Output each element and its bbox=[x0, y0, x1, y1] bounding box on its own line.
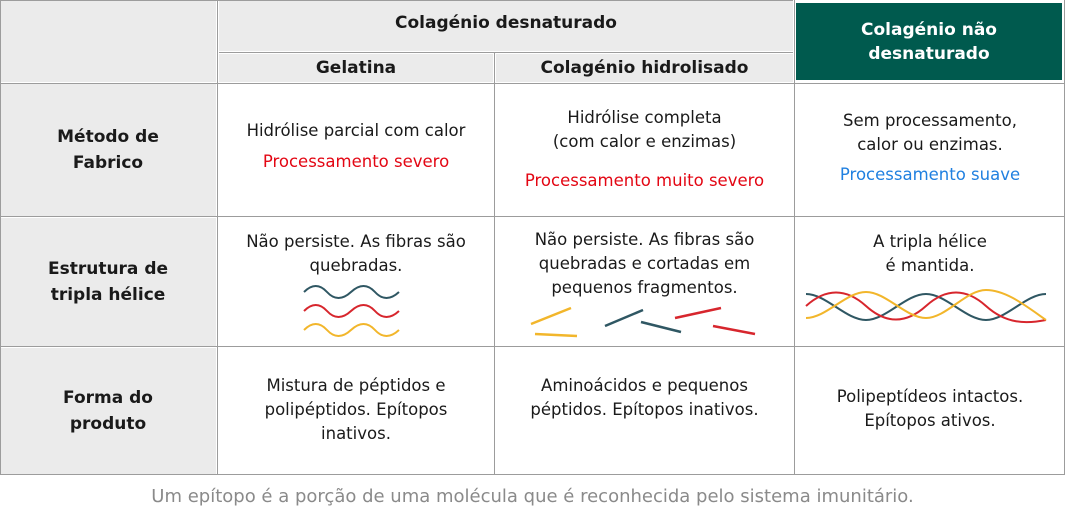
gelatina-forma-cell: Mistura de péptidos e polipéptidos. Epít… bbox=[219, 348, 493, 474]
row-label-metodo: Método de Fabrico bbox=[57, 127, 159, 173]
triple-helix-illustration bbox=[805, 288, 1047, 324]
grid-line bbox=[0, 83, 1065, 84]
gelatina-header-cell bbox=[219, 54, 493, 82]
grid-line bbox=[217, 0, 218, 475]
grid-line bbox=[0, 0, 793, 1]
grid-line bbox=[0, 216, 1065, 217]
hidrolisado-metodo-cell: Hidrólise completa (com calor e enzimas)… bbox=[496, 84, 793, 216]
nao-desnaturado-forma-text: Polipeptídeos intactos. Epítopos ativos. bbox=[836, 387, 1024, 430]
nao-desnaturado-estrutura-text: A tripla hélice é mantida. bbox=[873, 232, 987, 275]
grid-line bbox=[219, 52, 793, 53]
gelatina-header: Gelatina bbox=[315, 57, 397, 78]
hidrolisado-forma-cell: Aminoácidos e pequenos péptidos. Epítopo… bbox=[496, 348, 793, 474]
nao-desnaturado-metodo-text: Sem processamento, calor ou enzimas. bbox=[843, 111, 1017, 154]
broken-fibers-wave-illustration bbox=[303, 285, 400, 337]
gelatina-metodo-cell: Hidrólise parcial com calor Processament… bbox=[219, 84, 493, 216]
header-corner-cell bbox=[0, 0, 216, 82]
grid-line bbox=[0, 474, 1065, 475]
grid-line bbox=[794, 0, 795, 475]
nao-desnaturado-header: Colagénio não desnaturado bbox=[796, 3, 1062, 80]
hidrolisado-header-cell bbox=[496, 54, 793, 82]
hidrolisado-header: Colagénio hidrolisado bbox=[540, 57, 749, 78]
fragments-illustration bbox=[530, 306, 756, 338]
hidrolisado-estrutura-text: Não persiste. As fibras são quebradas e … bbox=[534, 230, 755, 297]
nao-desnaturado-processing-note: Processamento suave bbox=[839, 165, 1021, 184]
gelatina-processing-note: Processamento severo bbox=[262, 152, 450, 171]
gelatina-estrutura-text: Não persiste. As fibras são quebradas. bbox=[246, 232, 466, 275]
row-label-cell-1 bbox=[0, 84, 216, 216]
grid-line bbox=[0, 346, 1065, 347]
group-header: Colagénio desnaturado bbox=[394, 13, 617, 33]
row-label-cell-2 bbox=[0, 218, 216, 346]
nao-desnaturado-estrutura-cell: A tripla hélice é mantida. bbox=[796, 218, 1064, 346]
footnote: Um epítopo é a porção de uma molécula qu… bbox=[151, 486, 914, 507]
grid-line bbox=[494, 52, 495, 475]
hidrolisado-estrutura-cell: Não persiste. As fibras são quebradas e … bbox=[496, 218, 793, 346]
nao-desnaturado-forma-cell: Polipeptídeos intactos. Epítopos ativos. bbox=[796, 348, 1064, 474]
gelatina-metodo-text: Hidrólise parcial com calor bbox=[246, 121, 466, 140]
gelatina-estrutura-cell: Não persiste. As fibras são quebradas. bbox=[219, 218, 493, 346]
hidrolisado-forma-text: Aminoácidos e pequenos péptidos. Epítopo… bbox=[530, 376, 759, 419]
hidrolisado-processing-note: Processamento muito severo bbox=[524, 171, 765, 190]
grid-line bbox=[0, 0, 1, 475]
nao-desnaturado-metodo-cell: Sem processamento, calor ou enzimas. Pro… bbox=[796, 84, 1064, 216]
gelatina-forma-text: Mistura de péptidos e polipéptidos. Epít… bbox=[264, 376, 448, 443]
group-header-cell bbox=[219, 0, 793, 51]
row-label-forma: Forma do produto bbox=[63, 388, 153, 434]
row-label-estrutura: Estrutura de tripla hélice bbox=[47, 259, 169, 305]
hidrolisado-metodo-text: Hidrólise completa (com calor e enzimas) bbox=[552, 108, 737, 151]
row-label-cell-3 bbox=[0, 348, 216, 474]
